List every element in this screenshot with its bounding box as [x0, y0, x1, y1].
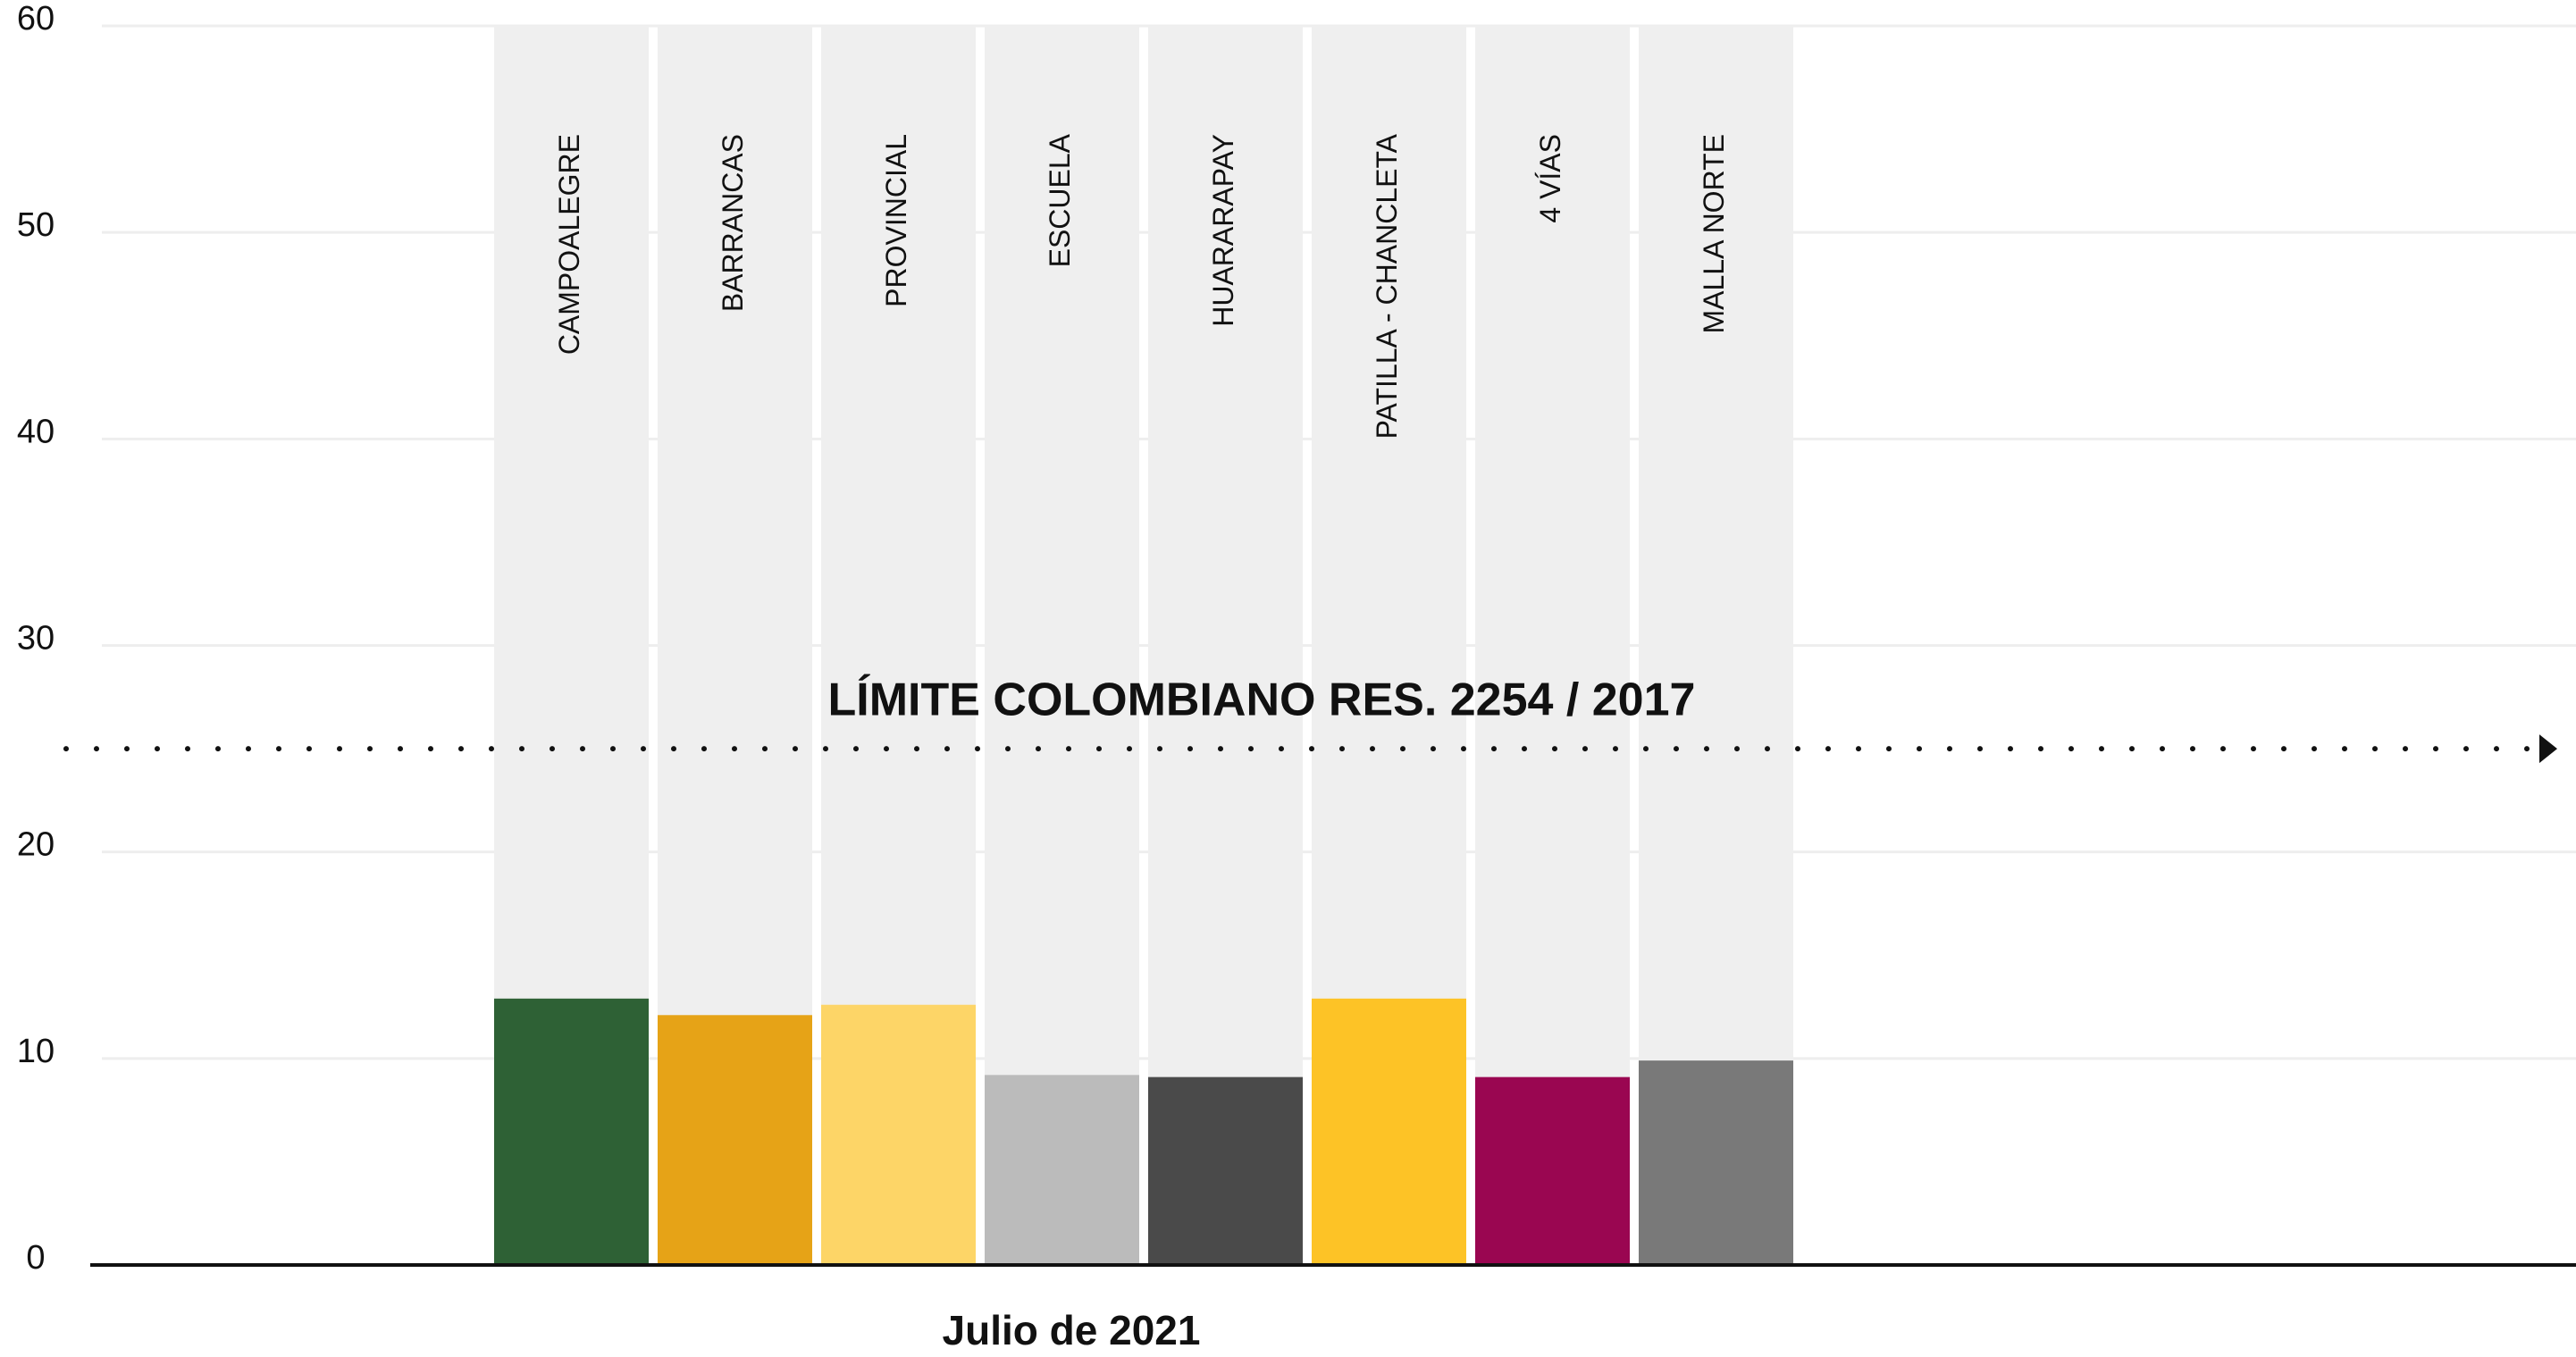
bar	[494, 998, 649, 1265]
bar	[1639, 1060, 1793, 1265]
bar	[1475, 1076, 1630, 1265]
bar	[658, 1015, 812, 1265]
background-bar	[1148, 26, 1303, 1265]
y-tick-label: 20	[17, 826, 55, 864]
category-label: 4 VÍAS	[1534, 134, 1566, 223]
reference-label: LÍMITE COLOMBIANO RES. 2254 / 2017	[828, 674, 1696, 726]
background-bar	[1475, 26, 1630, 1265]
bar	[985, 1075, 1139, 1265]
category-label: MALLA NORTE	[1698, 134, 1730, 333]
category-label: PATILLA - CHANCLETA	[1371, 133, 1403, 439]
y-tick-label: 10	[17, 1033, 55, 1070]
y-tick-label: 40	[17, 413, 55, 450]
reference-arrow	[2539, 734, 2557, 764]
y-tick-label: 0	[26, 1239, 45, 1277]
category-label: HUARARAPAY	[1207, 134, 1239, 327]
background-bar	[985, 26, 1139, 1265]
bar	[1312, 998, 1466, 1265]
y-tick-label: 30	[17, 620, 55, 658]
y-tick-label: 60	[17, 0, 55, 38]
x-axis-label: Julio de 2021	[943, 1307, 1201, 1353]
category-label: CAMPOALEGRE	[553, 134, 585, 355]
category-label: ESCUELA	[1044, 133, 1076, 267]
category-label: BARRANCAS	[717, 134, 749, 312]
background-bar	[1639, 26, 1793, 1265]
category-label: PROVINCIAL	[880, 134, 912, 307]
bar	[821, 1004, 976, 1265]
y-tick-label: 50	[17, 206, 55, 244]
bar	[1148, 1076, 1303, 1265]
